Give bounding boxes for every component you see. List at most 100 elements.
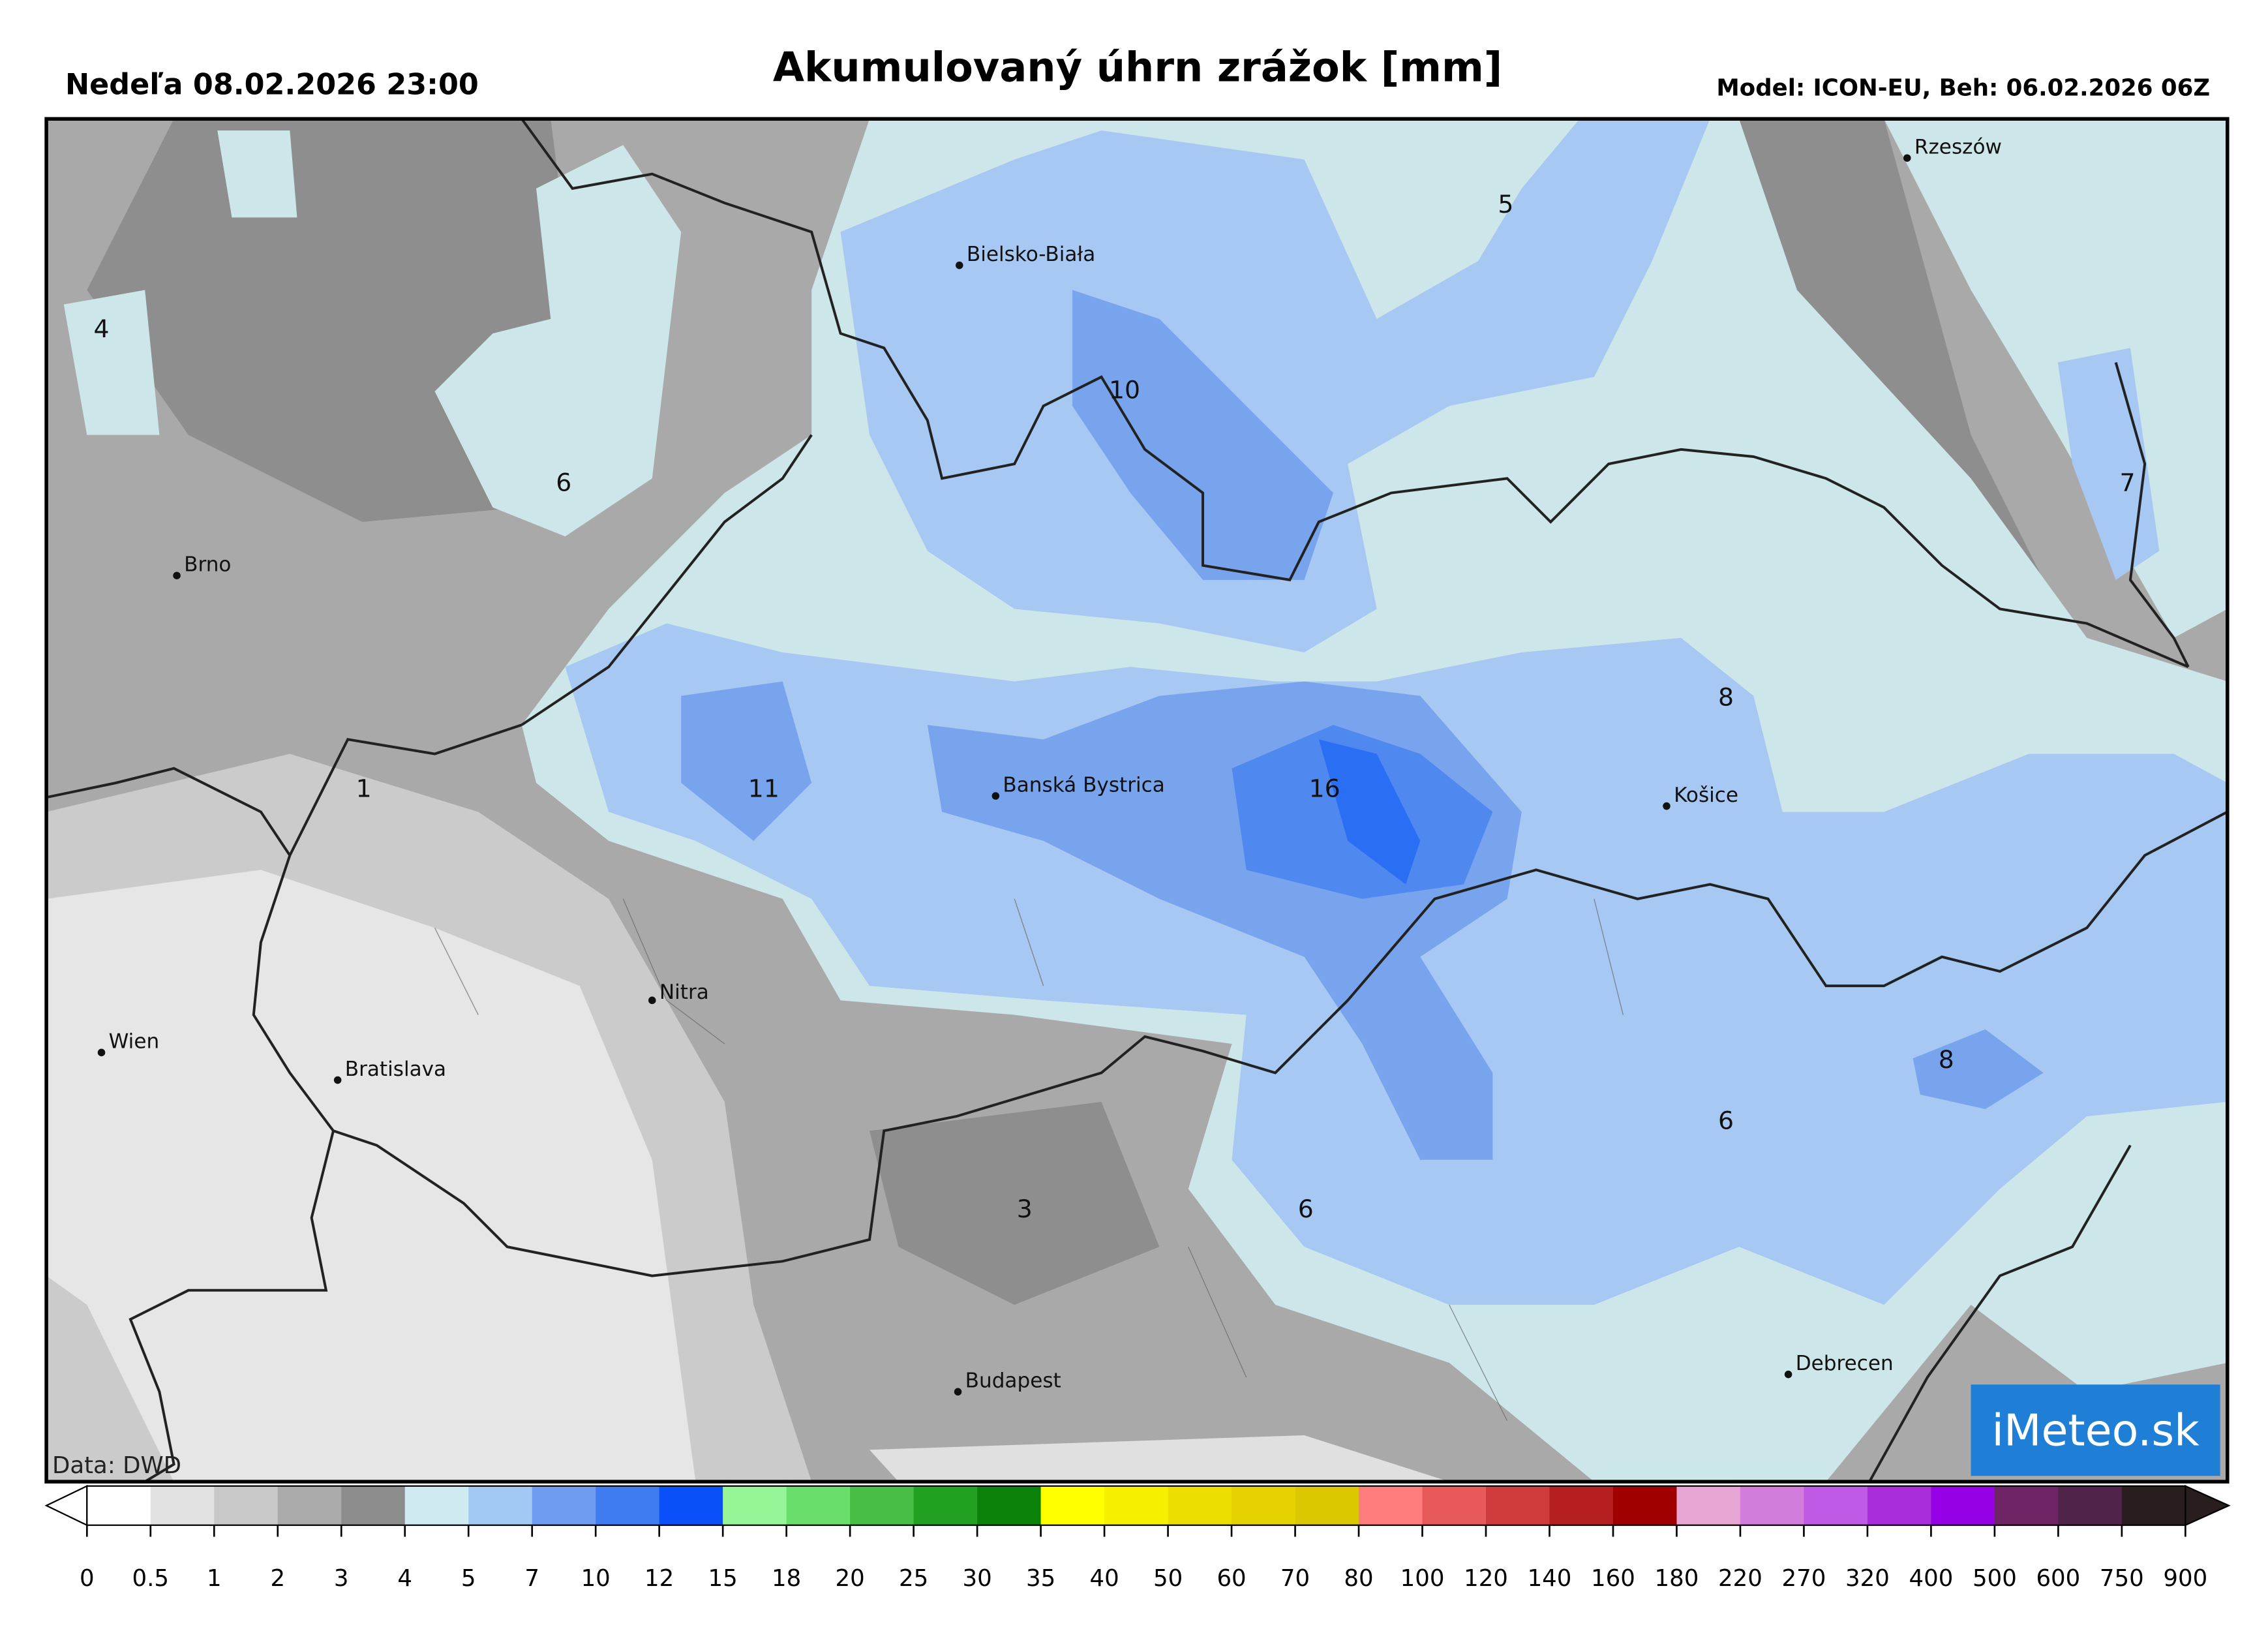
colorbar-tick-label: 900 [2163, 1565, 2207, 1592]
contour-label: 7 [2119, 468, 2135, 497]
colorbar-segment [1232, 1486, 1296, 1525]
colorbar-tick-label: 35 [1026, 1565, 1055, 1592]
city-markers [97, 154, 1911, 1396]
colorbar-tick-label: 50 [1153, 1565, 1183, 1592]
city-label: Banská Bystrica [1003, 773, 1164, 797]
colorbar-segment [1040, 1486, 1105, 1525]
colorbar-tick-label: 18 [772, 1565, 801, 1592]
precip-area [63, 130, 297, 435]
city-label: Debrecen [1796, 1352, 1894, 1375]
colorbar-tick-label: 600 [2036, 1565, 2080, 1592]
colorbar-segment [1295, 1486, 1359, 1525]
colorbar-tick-label: 20 [836, 1565, 865, 1592]
colorbar-tick-label: 120 [1464, 1565, 1508, 1592]
colorbar-segment [1422, 1486, 1487, 1525]
colorbar-segment [277, 1486, 342, 1525]
colorbar-segment [1804, 1486, 1868, 1525]
map: Rzeszów Bielsko-Biała Brno Banská Bystri… [46, 119, 2228, 1482]
colorbar-segment [850, 1486, 915, 1525]
colorbar-tick-label: 15 [708, 1565, 738, 1592]
colorbar-segment [1676, 1486, 1741, 1525]
colorbar-tick-label: 70 [1280, 1565, 1310, 1592]
colorbar-tick-label: 80 [1344, 1565, 1373, 1592]
colorbar-segment [404, 1486, 469, 1525]
colorbar-tick-label: 400 [1909, 1565, 1953, 1592]
contour-label: 5 [1498, 190, 1513, 219]
logo: iMeteo.sk [1992, 1405, 2200, 1456]
contour-label: 8 [1939, 1045, 1954, 1074]
contour-label: 11 [748, 774, 779, 803]
valid-time: Nedeľa 08.02.2026 23:00 [65, 68, 479, 101]
colorbar-arrow-high [2185, 1485, 2231, 1527]
contour-label: 4 [94, 314, 110, 343]
contour-label: 6 [556, 468, 571, 497]
colorbar-outline [86, 1485, 2186, 1526]
colorbar-segment [87, 1486, 151, 1525]
colorbar-tick-label: 100 [1400, 1565, 1445, 1592]
colorbar-segment [341, 1486, 406, 1525]
precip-area [434, 145, 682, 537]
city-label: Nitra [659, 981, 709, 1004]
contour-label: 3 [1017, 1195, 1033, 1223]
colorbar-tick-label: 750 [2100, 1565, 2144, 1592]
colorbar-tick-label: 220 [1718, 1565, 1762, 1592]
colorbar-tick-label: 160 [1591, 1565, 1635, 1592]
colorbar-segment [1549, 1486, 1614, 1525]
colorbar-segment [786, 1486, 851, 1525]
colorbar-tick-label: 270 [1782, 1565, 1826, 1592]
map-title: Akumulovaný úhrn zrážok [mm] [773, 43, 1502, 91]
colorbar-tick-label: 320 [1845, 1565, 1890, 1592]
city-label: Wien [109, 1030, 160, 1054]
colorbar-segment [596, 1486, 660, 1525]
colorbar-segment [214, 1486, 279, 1525]
colorbar-tick-label: 3 [334, 1565, 349, 1592]
contour-label: 16 [1309, 774, 1340, 803]
contour-label: 6 [1298, 1195, 1314, 1223]
colorbar-tick-label: 500 [1973, 1565, 2017, 1592]
colorbar-tick-label: 25 [899, 1565, 928, 1592]
colorbar-tick-label: 40 [1089, 1565, 1119, 1592]
data-credit: Data: DWD [52, 1452, 181, 1479]
colorbar-segment [659, 1486, 723, 1525]
colorbar-segment [1740, 1486, 1805, 1525]
colorbar-segment [1168, 1486, 1232, 1525]
colorbar-segment [1104, 1486, 1169, 1525]
city-label: Bratislava [345, 1058, 446, 1081]
map-frame [44, 117, 2230, 1484]
precip-area [869, 1435, 1449, 1482]
colorbar-tick-label: 0 [80, 1565, 95, 1592]
colorbar-segment [913, 1486, 978, 1525]
precip-area [46, 870, 696, 1482]
city-label: Budapest [965, 1369, 1061, 1393]
contour-label: 8 [1718, 683, 1734, 712]
colorbar-segment [468, 1486, 533, 1525]
contour-label: 1 [356, 774, 372, 803]
contour-label: 6 [1718, 1106, 1734, 1135]
logo-box [1971, 1384, 2220, 1476]
colorbar-segment [150, 1486, 215, 1525]
colorbar-tick-label: 180 [1655, 1565, 1699, 1592]
colorbar-tick-label: 60 [1217, 1565, 1246, 1592]
colorbar-segment [2121, 1486, 2186, 1525]
model-info: Model: ICON-EU, Beh: 06.02.2026 06Z [1716, 75, 2210, 102]
colorbar-segment [1994, 1486, 2059, 1525]
precip-area [840, 119, 1710, 652]
colorbar-segment [1486, 1486, 1550, 1525]
colorbar-segment [723, 1486, 787, 1525]
city-label: Košice [1674, 784, 1738, 807]
colorbar-tick-label: 0.5 [132, 1565, 170, 1592]
precip-area [681, 681, 812, 841]
city-label: Rzeszów [1914, 136, 2002, 159]
colorbar-segment [1931, 1486, 1995, 1525]
colorbar-tick-label: 2 [270, 1565, 285, 1592]
contour-label: 10 [1109, 375, 1140, 404]
colorbar-tick-label: 7 [524, 1565, 539, 1592]
colorbar-segment [1612, 1486, 1678, 1525]
colorbar-arrow-low [44, 1485, 88, 1527]
precip-area [869, 1101, 1160, 1305]
colorbar-segment [532, 1486, 596, 1525]
precip-area [2057, 348, 2160, 580]
city-label: Brno [184, 553, 231, 577]
colorbar-segment [1359, 1486, 1423, 1525]
